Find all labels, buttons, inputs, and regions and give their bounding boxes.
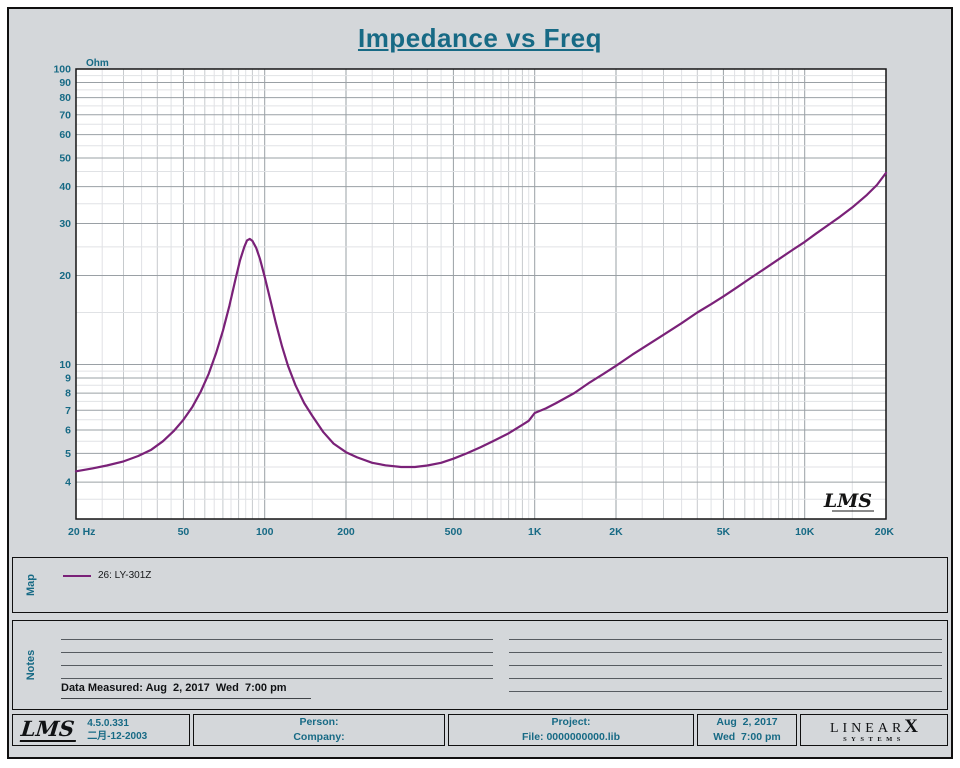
y-axis-unit-label: Ohm (86, 58, 109, 69)
map-panel-label: Map (25, 574, 37, 596)
footer-date: Aug 2, 2017 (716, 716, 778, 729)
brand-systems: SYSTEMS (843, 735, 905, 743)
x-tick-label: 5K (717, 526, 731, 538)
notes-line (509, 653, 942, 666)
y-tick-label: 50 (59, 152, 71, 164)
notes-line (509, 666, 942, 679)
notes-lines-right (509, 627, 942, 692)
plot-background (76, 69, 886, 519)
date-time-cell: Aug 2, 2017 Wed 7:00 pm (697, 714, 797, 746)
y-tick-label: 9 (65, 373, 71, 385)
notes-line (61, 640, 493, 653)
data-measured-text: Data Measured: Aug 2, 2017 Wed 7:00 pm (61, 682, 311, 699)
y-tick-label: 70 (59, 109, 71, 121)
impedance-curve (74, 171, 888, 473)
legend-line-swatch (63, 574, 91, 577)
map-panel: Map 26: LY-301Z (12, 557, 948, 613)
x-tick-label: 20 Hz (68, 526, 95, 538)
y-tick-label: 10 (59, 359, 71, 371)
y-tick-label: 80 (59, 92, 71, 104)
brand-top: LINEARX (830, 717, 918, 736)
x-tick-label: 2K (609, 526, 623, 538)
brand-linear: LINEAR (829, 720, 906, 736)
notes-lines-left: Data Measured: Aug 2, 2017 Wed 7:00 pm (61, 627, 493, 699)
y-tick-label: 40 (59, 181, 71, 193)
y-tick-label: 4 (65, 477, 71, 489)
notes-panel-label: Notes (25, 649, 37, 681)
linearx-logo: LINEARX SYSTEMS (800, 714, 948, 746)
project-label: Project: (551, 716, 591, 729)
y-tick-label: 60 (59, 129, 71, 141)
y-tick-label: 6 (65, 425, 71, 437)
main-frame: Impedance vs Freq 100 90 80 70 60 50 40 30 20 10 9… (7, 7, 953, 759)
notes-line (61, 653, 493, 666)
version-block: 4.5.0.331 二月-12-2003 (87, 717, 147, 744)
company-label: Company: (293, 731, 345, 743)
y-tick-label: 90 (59, 77, 71, 89)
plot-border (75, 68, 887, 520)
legend-item: 26: LY-301Z (63, 570, 151, 581)
app-version-cell: LMS 4.5.0.331 二月-12-2003 (12, 714, 190, 746)
brand-x: X (904, 715, 919, 737)
y-tick-label: 7 (65, 405, 71, 417)
notes-line (61, 627, 493, 640)
project-file-cell: Project: File: 0000000000.lib (448, 714, 694, 746)
lms-watermark: LMS (823, 490, 872, 512)
person-label: Person: (299, 716, 339, 729)
notes-line (509, 627, 942, 640)
file-label: File: 0000000000.lib (521, 731, 621, 743)
notes-line (509, 640, 942, 653)
x-tick-label: 500 (445, 526, 463, 538)
x-tick-label: 50 (178, 526, 190, 538)
notes-panel: Notes Data Measured: Aug 2, 2017 Wed 7:0… (12, 620, 948, 710)
notes-line (509, 679, 942, 692)
status-bar: LMS 4.5.0.331 二月-12-2003 Person: Company… (12, 714, 948, 746)
version-number: 4.5.0.331 (87, 717, 129, 729)
footer-time: Wed 7:00 pm (713, 731, 781, 743)
notes-line (61, 666, 493, 679)
chart-title: Impedance vs Freq (357, 23, 603, 53)
y-tick-label: 30 (59, 218, 71, 230)
y-tick-label: 100 (53, 64, 71, 76)
x-tick-label: 100 (256, 526, 274, 538)
lms-logo: LMS (19, 716, 79, 742)
x-tick-label: 1K (528, 526, 542, 538)
version-date: 二月-12-2003 (87, 731, 148, 742)
x-tick-label: 10K (795, 526, 815, 538)
legend-label: 26: LY-301Z (98, 570, 152, 581)
x-tick-label: 200 (337, 526, 355, 538)
x-tick-label: 20K (875, 526, 895, 538)
y-tick-label: 20 (59, 270, 71, 282)
y-tick-label: 5 (65, 448, 71, 460)
y-tick-label: 8 (65, 388, 71, 400)
person-company-cell: Person: Company: (193, 714, 445, 746)
